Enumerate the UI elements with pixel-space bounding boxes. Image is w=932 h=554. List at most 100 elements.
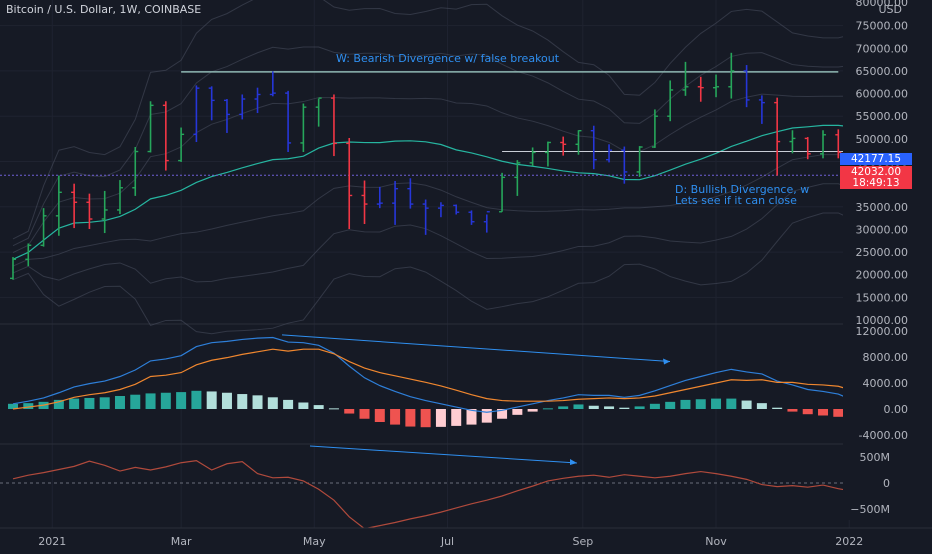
macd-histogram-bar bbox=[206, 391, 217, 409]
macd-histogram-bar bbox=[665, 401, 676, 409]
macd-divergence-line bbox=[281, 334, 671, 363]
time-tick-label: Sep bbox=[572, 535, 593, 548]
macd-histogram-bar bbox=[267, 397, 278, 409]
macd-histogram-bar bbox=[252, 395, 263, 409]
close-price-tag: 42032.00 bbox=[840, 166, 912, 178]
macd-histogram-bar bbox=[634, 406, 645, 409]
macd-histogram-bar bbox=[313, 405, 324, 409]
price-tick-label: 75000.00 bbox=[856, 20, 909, 33]
volume-tick-label: 0 bbox=[883, 477, 890, 490]
macd-histogram-bar bbox=[680, 399, 691, 409]
time-tick-label: Nov bbox=[705, 535, 727, 548]
macd-histogram-bar bbox=[114, 396, 125, 409]
macd-histogram-bar bbox=[818, 409, 829, 416]
macd-histogram-bar bbox=[787, 409, 798, 412]
price-tick-label: 15000.00 bbox=[856, 291, 909, 304]
time-tick-label: May bbox=[303, 535, 326, 548]
macd-histogram-bar bbox=[221, 392, 232, 409]
macd-histogram-bar bbox=[497, 409, 508, 419]
last-price-tag: 42177.15 bbox=[840, 153, 912, 165]
macd-histogram-bar bbox=[176, 392, 187, 409]
macd-histogram-bar bbox=[695, 399, 706, 409]
macd-histogram-bar bbox=[99, 397, 110, 409]
macd-histogram-bar bbox=[542, 408, 553, 410]
price-tick-label: 20000.00 bbox=[856, 269, 909, 282]
macd-histogram-bar bbox=[359, 409, 370, 419]
time-tick-label: 2022 bbox=[835, 535, 863, 548]
symbol-title[interactable]: Bitcoin / U.S. Dollar, 1W, COINBASE bbox=[6, 3, 202, 16]
macd-histogram-bar bbox=[802, 409, 813, 415]
macd-histogram-bar bbox=[451, 409, 462, 426]
bullish-divergence-note-line2: Lets see if it can close bbox=[675, 194, 797, 207]
price-tick-label: 80000.00 bbox=[856, 0, 909, 9]
macd-histogram-bar bbox=[405, 409, 416, 427]
price-tick-label: 30000.00 bbox=[856, 223, 909, 236]
macd-tick-label: -4000.00 bbox=[859, 429, 908, 442]
macd-histogram-bar bbox=[512, 409, 523, 415]
macd-histogram-bar bbox=[772, 407, 783, 409]
macd-histogram-bar bbox=[145, 393, 156, 409]
macd-histogram-bar bbox=[741, 400, 752, 409]
volume-divergence-arrowhead bbox=[570, 459, 577, 465]
macd-histogram-bar bbox=[344, 409, 355, 414]
volume-divergence-line bbox=[309, 445, 578, 464]
macd-histogram-bar bbox=[53, 399, 64, 409]
macd-divergence-arrowhead bbox=[663, 358, 670, 365]
time-tick-label: 2021 bbox=[38, 535, 66, 548]
macd-histogram-bar bbox=[8, 403, 18, 409]
volume-tick-label: −500M bbox=[850, 503, 890, 516]
signal-line bbox=[12, 348, 854, 410]
time-tick-label: Mar bbox=[171, 535, 192, 548]
macd-histogram-bar bbox=[69, 398, 80, 409]
time-tick-label: Jul bbox=[440, 535, 454, 548]
macd-histogram-bar bbox=[374, 409, 385, 422]
band-line bbox=[12, 212, 854, 335]
macd-histogram-bar bbox=[466, 409, 477, 425]
price-tick-label: 55000.00 bbox=[856, 110, 909, 123]
macd-histogram-bar bbox=[237, 394, 248, 409]
macd-histogram-bar bbox=[84, 397, 95, 409]
candle-countdown-tag: 18:49:13 bbox=[840, 177, 912, 189]
band-line bbox=[12, 93, 854, 253]
macd-histogram-bar bbox=[756, 403, 767, 409]
macd-tick-label: 4000.00 bbox=[863, 377, 909, 390]
band-line bbox=[12, 46, 854, 247]
macd-tick-label: 12000.00 bbox=[856, 325, 909, 338]
volume-oscillator-line bbox=[12, 460, 854, 530]
band-line bbox=[12, 154, 854, 267]
bollinger-bands bbox=[12, 0, 854, 335]
price-tick-label: 65000.00 bbox=[856, 65, 909, 78]
macd-histogram-bar bbox=[604, 406, 615, 409]
macd-line bbox=[12, 336, 854, 413]
price-axis[interactable]: USD 80000.00 75000.00 70000.00 65000.00 6000… bbox=[843, 0, 932, 520]
macd-histogram-bar bbox=[130, 394, 141, 409]
bullish-divergence-note-line1: D: Bullish Divergence, w bbox=[675, 183, 810, 196]
macd-histogram-bar bbox=[298, 402, 309, 409]
price-tick-label: 35000.00 bbox=[856, 201, 909, 214]
macd-histogram-bar bbox=[23, 403, 34, 409]
price-tick-label: 60000.00 bbox=[856, 88, 909, 101]
bearish-divergence-note: W: Bearish Divergence w/ false breakout bbox=[336, 52, 560, 65]
axis-currency-label: USD bbox=[878, 3, 902, 16]
price-tick-label: 10000.00 bbox=[856, 314, 909, 327]
time-axis[interactable]: 2021 Mar May Jul Sep Nov 2022 bbox=[0, 527, 932, 550]
price-tick-label: 70000.00 bbox=[856, 42, 909, 55]
macd-histogram-bar bbox=[420, 409, 431, 428]
macd-histogram-bar bbox=[481, 409, 492, 423]
macd-pane bbox=[8, 334, 859, 428]
macd-histogram-bar bbox=[726, 398, 737, 409]
macd-histogram-bar bbox=[619, 407, 630, 409]
band-basis-line bbox=[12, 124, 854, 260]
macd-tick-label: 8000.00 bbox=[863, 351, 909, 364]
band-line bbox=[12, 183, 854, 284]
volume-tick-label: 500M bbox=[860, 451, 891, 464]
macd-histogram-bar bbox=[527, 409, 538, 412]
grid bbox=[0, 0, 850, 528]
macd-histogram-bar bbox=[711, 398, 722, 409]
macd-histogram-bar bbox=[435, 409, 446, 427]
price-tick-label: 25000.00 bbox=[856, 246, 909, 259]
macd-histogram-bar bbox=[573, 404, 584, 409]
macd-histogram-bar bbox=[588, 405, 599, 409]
